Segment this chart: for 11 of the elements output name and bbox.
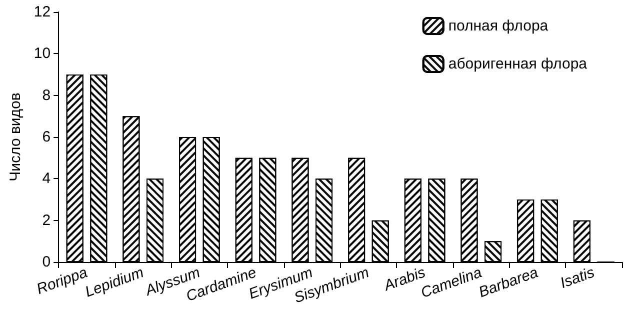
y-tick-label: 0	[42, 254, 51, 270]
legend-label: аборигенная флора	[448, 56, 588, 72]
x-tick-label: Isatis	[558, 264, 598, 292]
y-tick-label: 6	[42, 128, 51, 146]
y-tick-label: 10	[34, 45, 51, 62]
y-tick-label: 12	[34, 4, 51, 20]
y-tick-label: 8	[42, 86, 51, 104]
legend-label: полная флора	[448, 18, 549, 34]
y-tick-label: 2	[42, 212, 51, 229]
y-tick-label: 4	[42, 170, 51, 188]
y-axis-title: Число видов	[7, 92, 24, 182]
